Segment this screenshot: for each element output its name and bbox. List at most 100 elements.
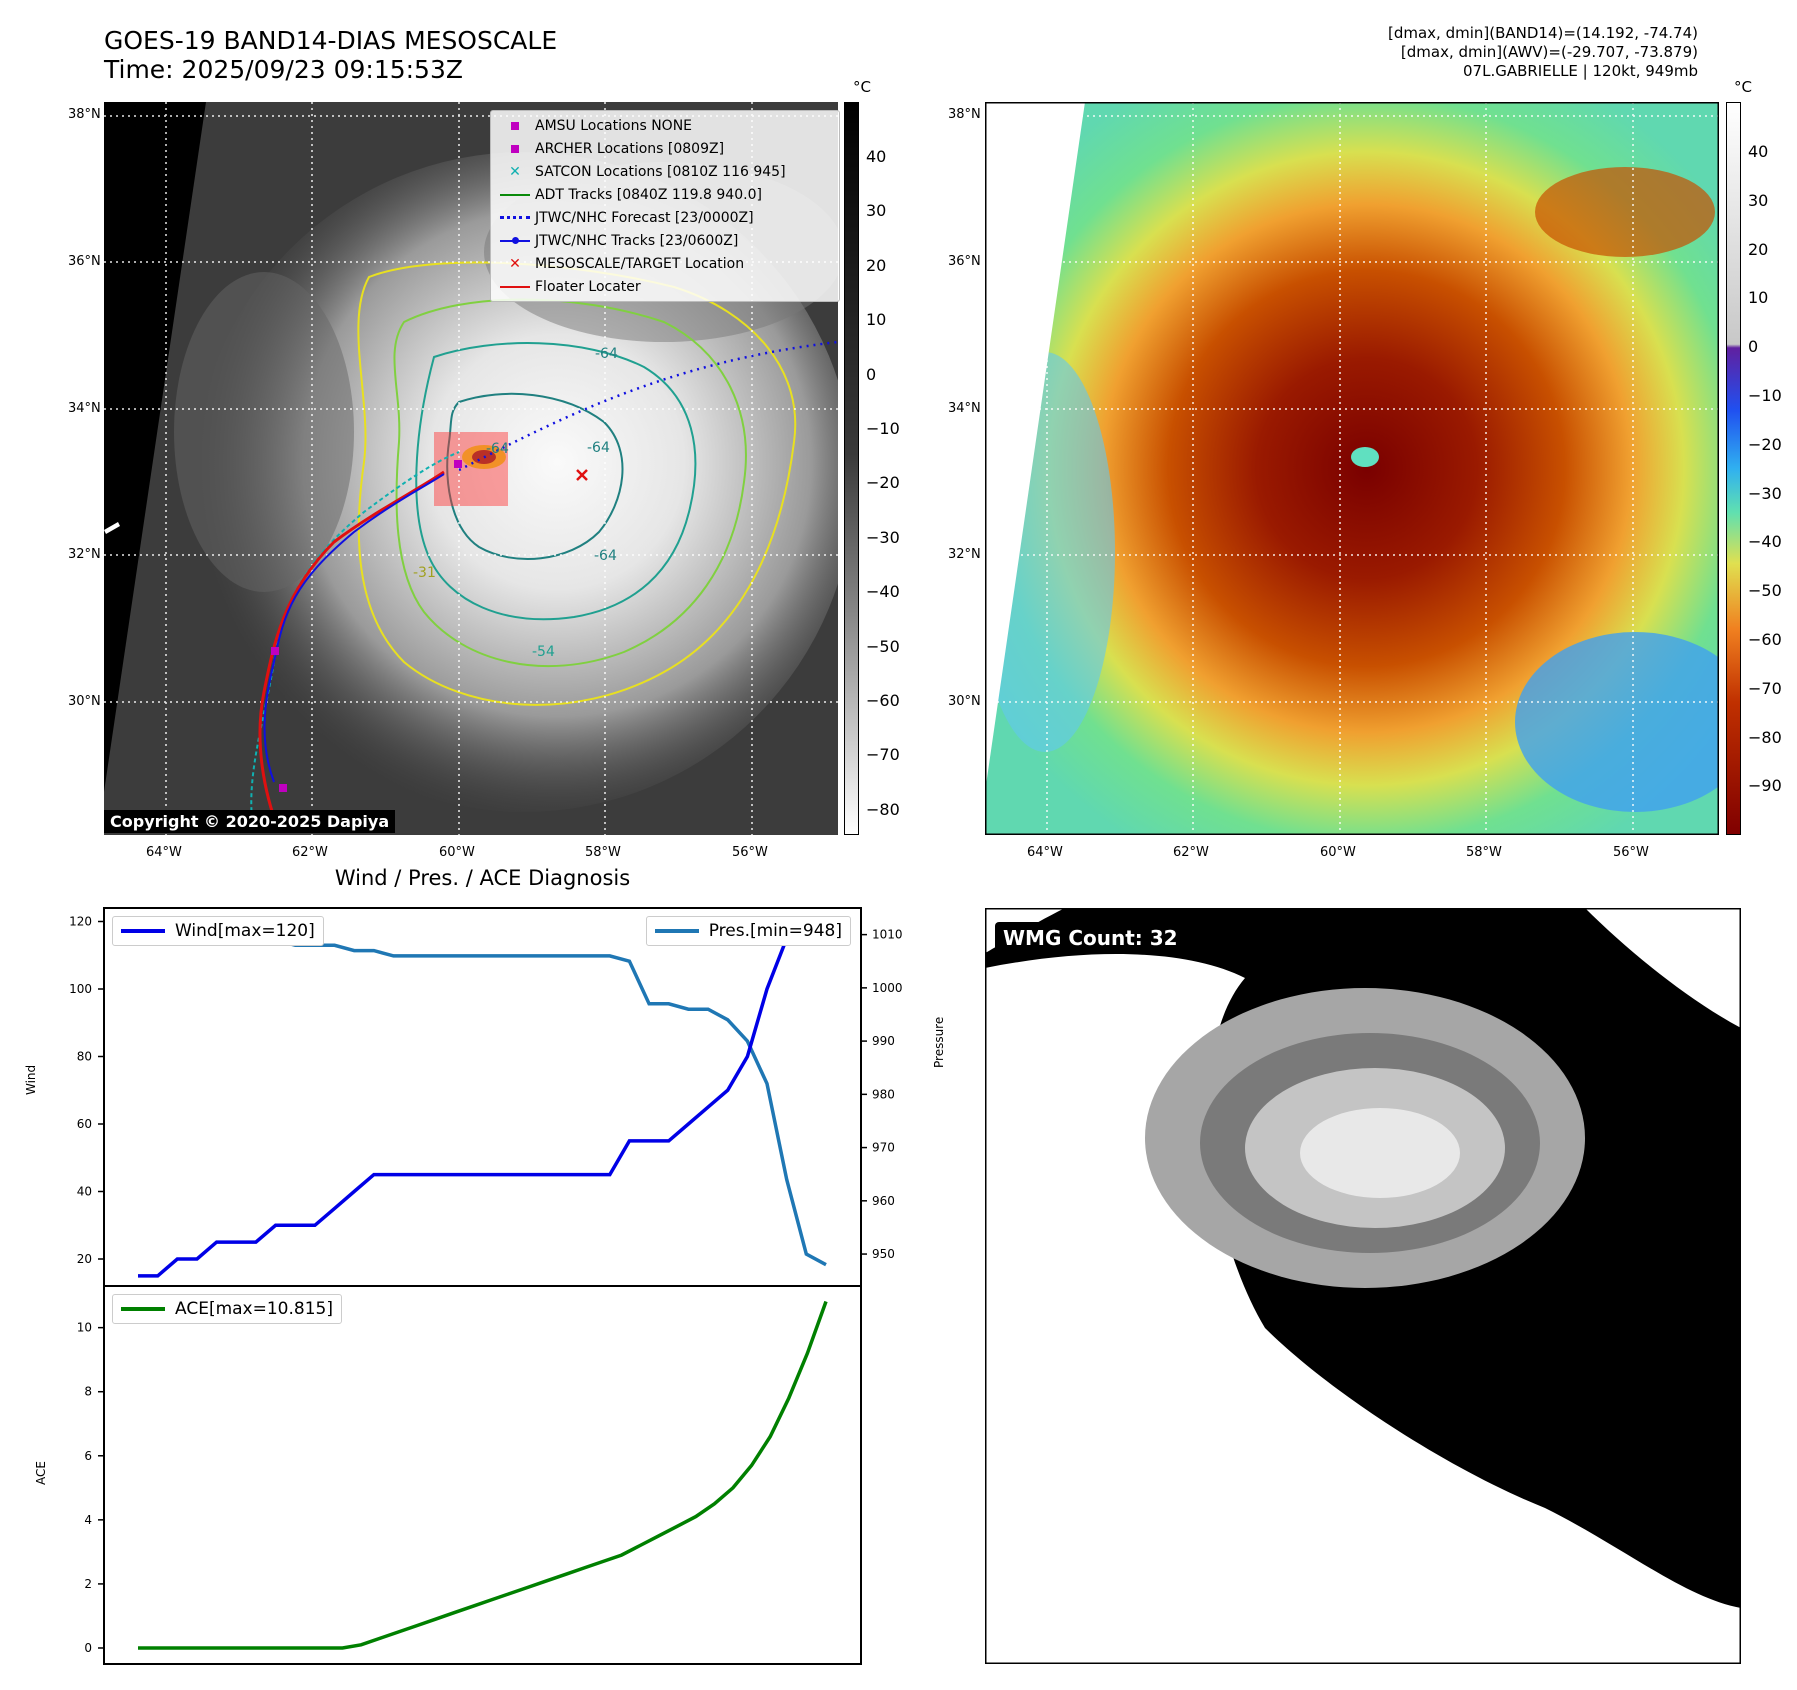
lon-label-64: 64°W [146, 845, 182, 860]
square-marker-icon [495, 144, 535, 153]
wmg-panel [985, 908, 1741, 1664]
line-icon [121, 1307, 165, 1311]
ace-axis-label: ACE [34, 1461, 48, 1485]
line-icon [495, 193, 535, 196]
lat-label-32: 32°N [948, 547, 981, 562]
lon-label-56: 56°W [732, 845, 768, 860]
axis-tick-label: 1000 [872, 981, 903, 995]
wind-pressure-axes [103, 907, 862, 1287]
lon-label-62: 62°W [292, 845, 328, 860]
info-line1: [dmax, dmin](BAND14)=(14.192, -74.74) [1387, 24, 1698, 42]
figure-title-line2: Time: 2025/09/23 09:15:53Z [104, 55, 463, 84]
colorbar-tick-label: −10 [866, 419, 900, 438]
axis-tick-label: 10 [77, 1321, 92, 1335]
line-icon [121, 929, 165, 933]
colorbar-tick-label: −60 [1748, 630, 1782, 649]
colorbar-tick-label: 20 [1748, 239, 1769, 259]
colorbar-tick-label: −70 [1748, 678, 1782, 698]
lon-label-56: 56°W [1613, 845, 1649, 860]
wind-legend: Wind[max=120] [112, 916, 324, 946]
colorbar-tick-label: −90 [1748, 776, 1782, 796]
contour-label: -64 [595, 346, 618, 362]
lat-label-36: 36°N [948, 254, 981, 269]
colorbar-tick-label: −80 [866, 799, 900, 819]
axis-tick-label: 8 [84, 1385, 92, 1399]
colorbar-tick-label: −40 [866, 582, 900, 602]
diagnosis-title: Wind / Pres. / ACE Diagnosis [334, 866, 631, 890]
left-colorbar [844, 102, 859, 835]
legend-entry-adt: ADT Tracks [0840Z 119.8 940.0] [495, 183, 835, 206]
x-marker-icon: ✕ [509, 255, 521, 272]
axis-tick-label: 950 [872, 1247, 895, 1261]
axis-tick-label: 100 [69, 982, 92, 996]
colorbar-tick-label: −70 [866, 745, 900, 765]
axis-tick-label: 0 [84, 1641, 92, 1655]
contour-label: -64 [587, 440, 610, 456]
colorbar-tick-label: −50 [866, 636, 900, 656]
colorbar-tick-label: 0 [866, 364, 877, 384]
legend-entry-forecast: JTWC/NHC Forecast [23/0000Z] [495, 206, 835, 229]
axis-tick-label: 40 [77, 1185, 92, 1199]
colorbar-tick-label: 20 [866, 255, 887, 275]
line-icon [495, 285, 535, 288]
pressure-axis-label: Pressure [932, 1016, 946, 1068]
ace-series-line [138, 1300, 828, 1650]
lat-label-34: 34°N [948, 401, 981, 416]
info-line2: [dmax, dmin](AWV)=(-29.707, -73.879) [1400, 43, 1698, 61]
ace-legend: ACE[max=10.815] [112, 1294, 342, 1324]
axis-tick-label: 980 [872, 1087, 895, 1101]
dotted-line-icon [495, 216, 535, 219]
colorbar-tick-label: −40 [1748, 532, 1782, 552]
ace-axes [103, 1285, 862, 1665]
colorbar-tick-label: −60 [866, 691, 900, 710]
legend-entry-archer: ARCHER Locations [0809Z] [495, 137, 835, 160]
axis-tick-label: 990 [872, 1034, 895, 1048]
colorbar-tick-label: 30 [1748, 190, 1769, 210]
lon-label-58: 58°W [585, 845, 621, 860]
axis-tick-label: 970 [872, 1141, 895, 1155]
legend-entry-tracks: JTWC/NHC Tracks [23/0600Z] [495, 229, 835, 252]
legend-entry-mesoscale: ✕ MESOSCALE/TARGET Location [495, 252, 835, 275]
right-colorbar [1726, 102, 1741, 835]
legend-entry-satcon: ✕ SATCON Locations [0810Z 116 945] [495, 160, 835, 183]
wmg-count-label: WMG Count: 32 [995, 922, 1186, 954]
colorbar-tick-label: 10 [866, 310, 887, 330]
x-marker-icon: ✕ [509, 163, 521, 180]
colorbar-tick-label: 10 [1748, 288, 1769, 308]
colorbar-tick-label: −80 [1748, 727, 1782, 747]
contour-label: -64 [594, 548, 617, 564]
axis-tick-label: 2 [84, 1577, 92, 1591]
lon-label-62: 62°W [1173, 845, 1209, 860]
legend-entry-floater: Floater Locater [495, 275, 835, 298]
colorbar-tick-label: −20 [866, 473, 900, 493]
colorbar-tick-label: 40 [866, 147, 887, 166]
left-colorbar-unit: °C [853, 78, 871, 96]
lon-label-64: 64°W [1027, 845, 1063, 860]
colorbar-tick-label: −10 [1748, 386, 1782, 405]
diagnosis-chart: 20 40 60 80 100 120 950 960 970 980 990 1000 1010 0… [69, 907, 903, 1665]
axis-tick-label: 60 [77, 1117, 92, 1131]
axis-tick-label: 80 [77, 1050, 92, 1064]
colorbar-tick-label: −50 [1748, 581, 1782, 601]
legend-entry-amsu: AMSU Locations NONE [495, 114, 835, 137]
lat-label-30: 30°N [948, 694, 981, 709]
colorbar-tick-label: −20 [1748, 434, 1782, 454]
line-dot-icon [495, 237, 535, 244]
map-legend: AMSU Locations NONE ARCHER Locations [08… [490, 110, 840, 302]
figure-title-line1: GOES-19 BAND14-DIAS MESOSCALE [104, 26, 558, 55]
colorbar-tick-label: 30 [866, 201, 887, 221]
square-marker-icon [495, 121, 535, 130]
info-line3: 07L.GABRIELLE | 120kt, 949mb [1463, 62, 1698, 80]
axis-tick-label: 6 [84, 1449, 92, 1463]
wind-series-line [138, 919, 826, 1278]
axis-tick-label: 4 [84, 1513, 92, 1527]
contour-label: -64 [486, 441, 509, 457]
right-colorbar-unit: °C [1734, 78, 1752, 96]
colorbar-tick-label: 40 [1748, 142, 1769, 161]
lat-label-38: 38°N [948, 107, 981, 122]
lat-label-34: 34°N [68, 401, 101, 416]
lon-label-60: 60°W [439, 845, 475, 860]
colorbar-tick-label: 0 [1748, 337, 1759, 357]
colorbar-tick-label: −30 [1748, 483, 1782, 503]
axis-tick-label: 20 [77, 1252, 92, 1266]
